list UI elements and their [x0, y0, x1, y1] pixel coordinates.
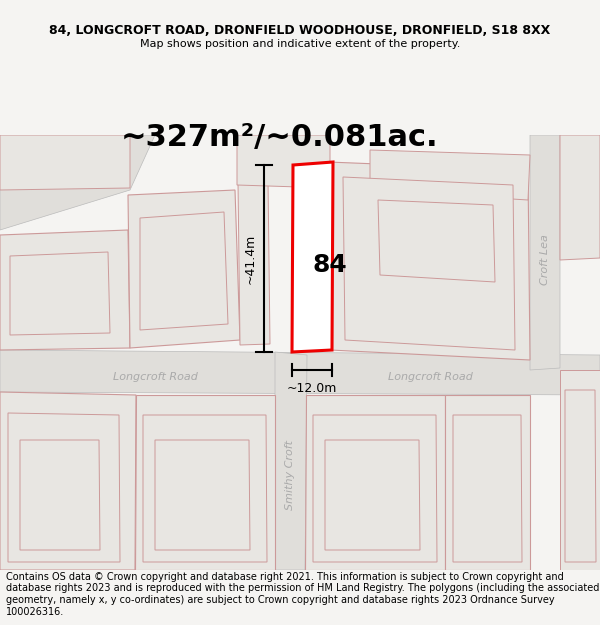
Text: Longcroft Road: Longcroft Road	[388, 372, 472, 382]
Polygon shape	[565, 390, 596, 562]
Polygon shape	[20, 440, 100, 550]
Polygon shape	[140, 212, 228, 330]
Polygon shape	[313, 415, 437, 562]
Polygon shape	[238, 180, 270, 345]
Polygon shape	[155, 440, 250, 550]
Text: 84: 84	[313, 253, 347, 277]
Polygon shape	[328, 162, 530, 360]
Polygon shape	[530, 135, 560, 370]
Text: Croft Lea: Croft Lea	[540, 234, 550, 286]
Text: ~41.4m: ~41.4m	[244, 233, 257, 284]
Text: Contains OS data © Crown copyright and database right 2021. This information is : Contains OS data © Crown copyright and d…	[6, 572, 599, 617]
Polygon shape	[0, 350, 600, 395]
Polygon shape	[0, 135, 155, 230]
Text: ~327m²/~0.081ac.: ~327m²/~0.081ac.	[121, 123, 439, 152]
Polygon shape	[128, 190, 240, 348]
Polygon shape	[305, 395, 445, 570]
Polygon shape	[560, 135, 600, 260]
Polygon shape	[10, 252, 110, 335]
Polygon shape	[135, 395, 275, 570]
Text: ~12.0m: ~12.0m	[287, 381, 337, 394]
Text: Map shows position and indicative extent of the property.: Map shows position and indicative extent…	[140, 39, 460, 49]
Polygon shape	[237, 135, 330, 188]
Polygon shape	[370, 150, 530, 200]
Polygon shape	[325, 440, 420, 550]
Polygon shape	[445, 395, 530, 570]
Polygon shape	[453, 415, 522, 562]
Polygon shape	[0, 135, 130, 190]
Polygon shape	[0, 392, 136, 570]
Polygon shape	[292, 162, 333, 352]
Polygon shape	[0, 230, 130, 350]
Polygon shape	[343, 177, 515, 350]
Polygon shape	[275, 352, 307, 570]
Polygon shape	[143, 415, 267, 562]
Text: Longcroft Road: Longcroft Road	[113, 372, 197, 382]
Polygon shape	[8, 413, 120, 562]
Polygon shape	[378, 200, 495, 282]
Text: 84, LONGCROFT ROAD, DRONFIELD WOODHOUSE, DRONFIELD, S18 8XX: 84, LONGCROFT ROAD, DRONFIELD WOODHOUSE,…	[49, 24, 551, 36]
Text: Smithy Croft: Smithy Croft	[285, 440, 295, 510]
Polygon shape	[560, 370, 600, 570]
